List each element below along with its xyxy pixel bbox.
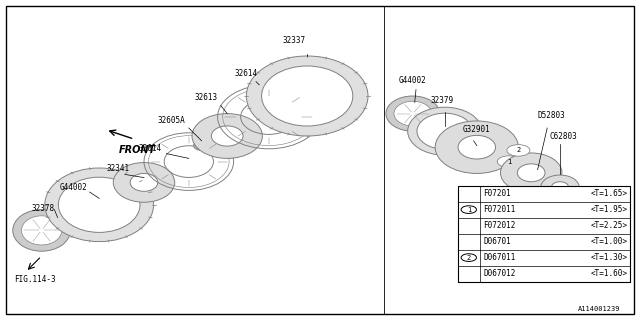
Circle shape: [507, 145, 530, 156]
Text: <T=1.95>: <T=1.95>: [590, 205, 627, 214]
Text: 32605A: 32605A: [157, 116, 186, 124]
Text: F072011: F072011: [483, 205, 516, 214]
Text: G44002: G44002: [399, 76, 427, 85]
Text: G44002: G44002: [60, 183, 88, 192]
Text: D52803: D52803: [538, 111, 566, 120]
Ellipse shape: [386, 96, 440, 131]
Text: D067011: D067011: [483, 253, 516, 262]
Ellipse shape: [193, 141, 210, 150]
Ellipse shape: [211, 126, 243, 146]
Text: 32614: 32614: [139, 144, 162, 153]
Text: 2: 2: [467, 255, 471, 260]
Text: FIG.114-3: FIG.114-3: [14, 276, 56, 284]
Ellipse shape: [13, 210, 70, 251]
Ellipse shape: [192, 114, 262, 158]
Text: 32613: 32613: [195, 93, 218, 102]
Text: 1: 1: [507, 159, 511, 164]
Text: 32379: 32379: [430, 96, 453, 105]
Text: 32341: 32341: [107, 164, 130, 173]
Ellipse shape: [246, 56, 368, 136]
Text: 2: 2: [516, 148, 520, 153]
Ellipse shape: [517, 164, 545, 182]
Ellipse shape: [408, 107, 482, 155]
Ellipse shape: [130, 173, 158, 191]
Text: FRONT: FRONT: [119, 145, 156, 156]
Text: F072012: F072012: [483, 221, 516, 230]
Text: A114001239: A114001239: [579, 306, 621, 312]
Text: <T=1.30>: <T=1.30>: [590, 253, 627, 262]
Text: 32337: 32337: [283, 36, 306, 44]
Ellipse shape: [417, 113, 472, 149]
Ellipse shape: [458, 135, 495, 159]
Text: 1: 1: [467, 207, 471, 212]
Text: C62803: C62803: [549, 132, 577, 140]
Ellipse shape: [113, 163, 175, 202]
Text: <T=1.60>: <T=1.60>: [590, 269, 627, 278]
Text: <T=2.25>: <T=2.25>: [590, 221, 627, 230]
Bar: [458, 186, 630, 282]
Text: 32614: 32614: [235, 69, 258, 78]
Ellipse shape: [262, 66, 353, 126]
Ellipse shape: [45, 168, 154, 242]
Text: F07201: F07201: [483, 189, 511, 198]
Ellipse shape: [21, 216, 62, 245]
Ellipse shape: [552, 182, 569, 193]
Ellipse shape: [394, 101, 431, 126]
Text: D06701: D06701: [483, 237, 511, 246]
Text: D067012: D067012: [483, 269, 516, 278]
Text: <T=1.00>: <T=1.00>: [590, 237, 627, 246]
Text: 32378: 32378: [32, 204, 55, 212]
Ellipse shape: [58, 177, 140, 232]
Text: <T=1.65>: <T=1.65>: [590, 189, 627, 198]
Ellipse shape: [435, 121, 518, 173]
Text: G32901: G32901: [463, 125, 491, 134]
Ellipse shape: [541, 175, 579, 199]
Circle shape: [497, 156, 520, 167]
Ellipse shape: [500, 153, 562, 193]
